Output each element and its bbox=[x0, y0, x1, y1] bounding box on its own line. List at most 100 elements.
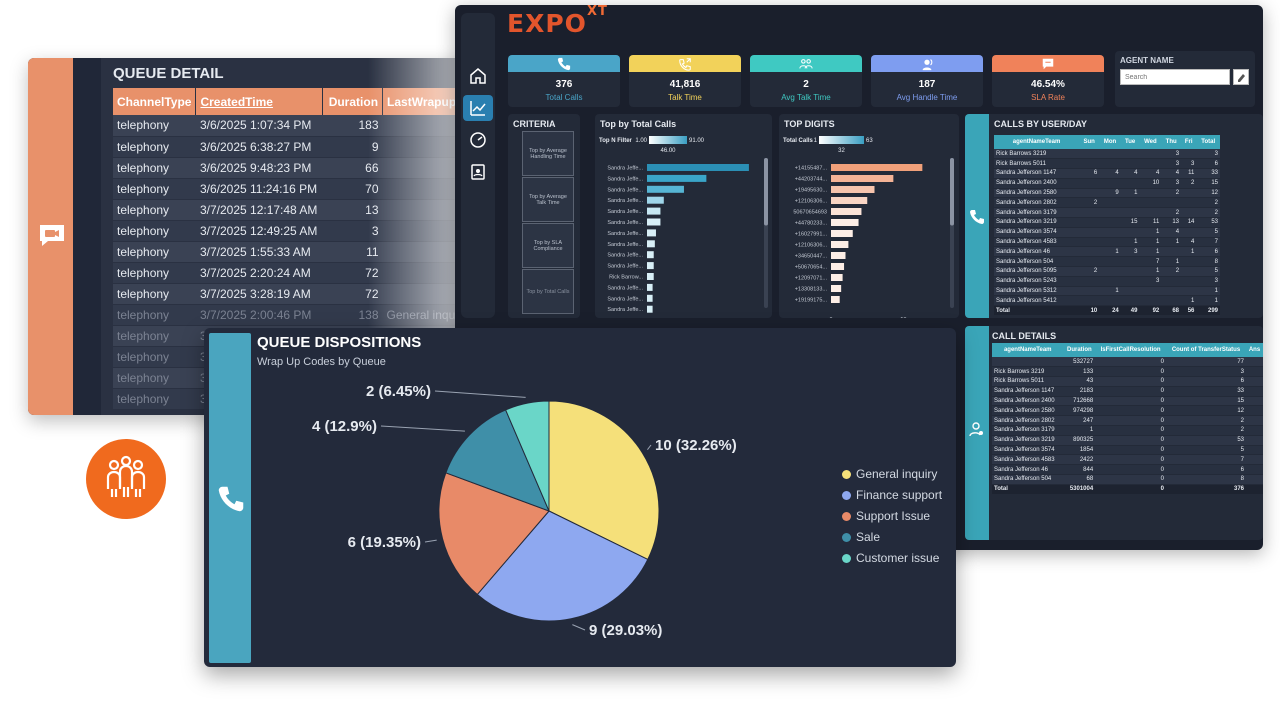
filter-label: Top N Filter bbox=[599, 138, 633, 144]
table-cell bbox=[1161, 286, 1182, 297]
criteria-button[interactable]: Top by Average Handling Time bbox=[522, 131, 574, 176]
table-cell bbox=[1099, 149, 1121, 160]
nav-contacts-button[interactable] bbox=[463, 159, 493, 185]
kpi-card[interactable]: 41,816 Talk Time bbox=[629, 55, 741, 107]
video-call-icon bbox=[40, 225, 64, 246]
kpi-card[interactable]: 187 Avg Handle Time bbox=[871, 55, 983, 107]
table-cell: 6 bbox=[1165, 376, 1246, 387]
kpi-value: 2 bbox=[803, 79, 809, 90]
agent-search-input[interactable] bbox=[1120, 69, 1230, 85]
table-row: 532727 0 77 bbox=[992, 357, 1263, 368]
nav-analytics-button[interactable] bbox=[463, 95, 493, 121]
filter-min: 1 bbox=[814, 138, 818, 144]
table-cell bbox=[1079, 188, 1100, 199]
table-cell: 5 bbox=[1196, 266, 1220, 277]
legend-item[interactable]: Customer issue bbox=[842, 551, 939, 565]
calls-by-user-table: agentNameTeam Sun Mon Tue Wed Thu Fri Total Ric… bbox=[994, 135, 1220, 317]
criteria-button[interactable]: Top by Average Talk Time bbox=[522, 177, 574, 222]
nav-home-button[interactable] bbox=[463, 63, 493, 89]
table-cell bbox=[1246, 474, 1263, 485]
table-cell: telephony bbox=[113, 304, 196, 326]
bar-label: +12106306... bbox=[795, 243, 828, 249]
table-cell: Sandra Jefferson 4583 bbox=[994, 237, 1080, 248]
table-cell: telephony bbox=[113, 241, 196, 263]
legend-swatch bbox=[842, 532, 851, 542]
table-cell bbox=[1120, 266, 1140, 277]
table-cell: 7 bbox=[1196, 237, 1220, 248]
table-cell: 11 bbox=[1181, 168, 1197, 179]
total-cell: 68 bbox=[1161, 305, 1182, 317]
kpi-card[interactable]: 46.54% SLA Rate bbox=[992, 55, 1104, 107]
table-cell: 3 bbox=[1165, 366, 1246, 378]
table-cell bbox=[1246, 376, 1263, 387]
filter-max: 63 bbox=[866, 138, 873, 144]
eraser-button[interactable] bbox=[1233, 69, 1249, 85]
table-cell: 0 bbox=[1095, 445, 1166, 456]
legend-item[interactable]: General inquiry bbox=[842, 467, 937, 481]
bar bbox=[647, 229, 656, 237]
legend-item[interactable]: Sale bbox=[842, 530, 880, 544]
column-header[interactable]: CreatedTime bbox=[195, 88, 324, 115]
legend-item[interactable]: Finance support bbox=[842, 488, 942, 502]
column-header: Sun bbox=[1079, 135, 1100, 149]
calls-by-user-title: CALLS BY USER/DAY bbox=[994, 119, 1088, 129]
table-cell bbox=[1099, 266, 1121, 277]
table-cell: telephony bbox=[113, 136, 196, 158]
table-cell bbox=[1079, 217, 1100, 228]
criteria-button[interactable]: Top by Total Calls bbox=[522, 269, 574, 314]
bar-label: Sandra Jeffe... bbox=[607, 307, 643, 313]
top-calls-chart: Top N Filter 1.00 91.00 46.00 Sandra Jeffe..… bbox=[599, 136, 768, 313]
table-cell bbox=[1246, 357, 1263, 368]
table-cell: 5 bbox=[1196, 227, 1220, 238]
home-icon bbox=[470, 68, 486, 84]
bar bbox=[831, 219, 859, 226]
kpi-label: Avg Talk Time bbox=[781, 93, 831, 102]
nav-gauge-button[interactable] bbox=[463, 127, 493, 153]
bar bbox=[647, 273, 654, 280]
phone-icon bbox=[218, 486, 244, 512]
table-cell: 14 bbox=[1181, 217, 1197, 228]
table-cell: 1 bbox=[1161, 237, 1182, 248]
table-cell: 0 bbox=[1095, 454, 1166, 466]
table-cell: 3 bbox=[1139, 276, 1162, 287]
expoxt-logo: EXPOXT bbox=[507, 5, 608, 38]
table-row: Sandra Jefferson 2580 9 1 2 12 bbox=[994, 188, 1220, 199]
agent-name-title: AGENT NAME bbox=[1120, 56, 1174, 65]
table-cell: 2 bbox=[1161, 207, 1182, 219]
bar-label: +12097071... bbox=[795, 276, 828, 282]
total-cell: 56 bbox=[1181, 305, 1197, 317]
table-cell: 5 bbox=[1165, 445, 1246, 456]
table-cell: 68 bbox=[1063, 474, 1096, 485]
kpi-header bbox=[629, 55, 741, 72]
bar-label: Sandra Jeffe... bbox=[607, 231, 643, 237]
data-label: 2 (6.45%) bbox=[366, 383, 431, 400]
total-cell: 299 bbox=[1196, 305, 1220, 317]
table-cell: 3 bbox=[1181, 158, 1197, 170]
table-cell: 844 bbox=[1063, 464, 1096, 476]
legend-label: Finance support bbox=[856, 488, 943, 502]
pie-slice bbox=[504, 400, 550, 512]
table-cell: telephony bbox=[113, 283, 196, 305]
table-cell: 1 bbox=[1120, 237, 1140, 248]
criteria-button[interactable]: Top by SLA Compliance bbox=[522, 223, 574, 268]
column-header[interactable]: ChannelType bbox=[113, 88, 197, 115]
table-cell: 3 bbox=[322, 220, 383, 242]
legend-label: Sale bbox=[856, 530, 881, 544]
kpi-card[interactable]: 376 Total Calls bbox=[508, 55, 620, 107]
table-cell: telephony bbox=[113, 220, 196, 242]
table-cell: Sandra Jefferson 2580 bbox=[992, 405, 1064, 417]
logo-superscript: XT bbox=[586, 5, 608, 19]
scrollbar-thumb bbox=[950, 158, 954, 226]
kpi-card[interactable]: 2 Avg Talk Time bbox=[750, 55, 862, 107]
table-cell: telephony bbox=[113, 178, 196, 200]
column-header: IsFirstCallResolution bbox=[1095, 343, 1166, 357]
calls-by-user-strip bbox=[965, 114, 989, 318]
legend-item[interactable]: Support Issue bbox=[842, 509, 930, 523]
bar bbox=[647, 164, 749, 171]
x-tick-label: 0 bbox=[829, 317, 832, 318]
table-row: Sandra Jefferson 2580 974298 0 12 bbox=[992, 405, 1263, 417]
leader-line bbox=[434, 390, 526, 398]
table-cell: 3/6/2025 6:38:27 PM bbox=[195, 136, 323, 158]
column-header: Ans bbox=[1246, 343, 1263, 357]
table-cell: 0 bbox=[1095, 415, 1166, 427]
